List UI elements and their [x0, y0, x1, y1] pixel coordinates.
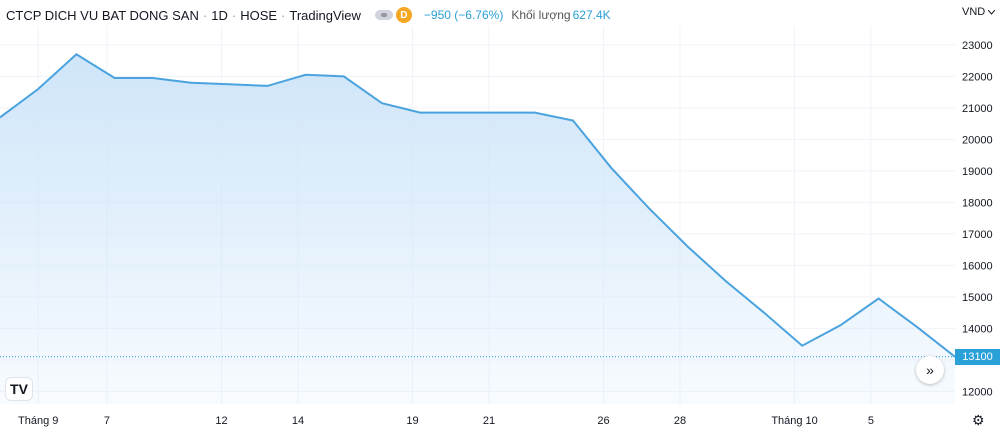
chart-header: CTCP DICH VU BAT DONG SAN · 1D · HOSE · …: [6, 7, 611, 23]
x-tick-label: 26: [597, 415, 609, 427]
y-tick-label: 14000: [962, 323, 993, 335]
gear-icon[interactable]: ⚙: [972, 412, 985, 428]
x-tick-label: 21: [483, 415, 495, 427]
x-tick-label: 28: [674, 415, 686, 427]
exchange: HOSE: [240, 7, 278, 23]
y-tick-label: 12000: [962, 386, 993, 398]
y-tick-label: 17000: [962, 229, 993, 241]
price-line: [0, 53, 956, 358]
y-tick-label: 16000: [962, 260, 993, 272]
goto-realtime-button[interactable]: »: [916, 356, 944, 384]
chevron-down-icon: [988, 9, 996, 15]
x-tick-label: 14: [292, 415, 304, 427]
y-tick-label: 21000: [962, 103, 993, 115]
interval[interactable]: 1D: [211, 7, 228, 23]
x-tick-label: Tháng 10: [771, 415, 817, 427]
price-change: −950 (−6.76%): [423, 8, 504, 22]
price-area-fill: [0, 54, 955, 405]
y-tick-label: 18000: [962, 197, 993, 209]
y-tick-label: 22000: [962, 71, 993, 83]
symbol-name[interactable]: CTCP DICH VU BAT DONG SAN: [6, 7, 199, 23]
y-tick-label: 20000: [962, 134, 993, 146]
x-tick-label: Tháng 9: [18, 415, 58, 427]
x-tick-label: 19: [406, 415, 418, 427]
y-tick-label: 15000: [962, 292, 993, 304]
source: TradingView: [289, 7, 361, 23]
volume-value: 627.4K: [572, 8, 611, 22]
tradingview-logo-icon[interactable]: TV: [6, 378, 32, 400]
last-price-label: 13100: [955, 348, 1000, 365]
visibility-toggle[interactable]: D: [374, 7, 412, 23]
eye-icon[interactable]: [374, 10, 393, 20]
currency-label: VND: [962, 6, 986, 18]
x-axis-ticks: Tháng 9 7 12 14 19 21 26 28 Tháng 10 5: [18, 415, 874, 427]
currency-selector[interactable]: VND: [962, 6, 996, 18]
volume-label: Khối lượng: [511, 8, 571, 22]
x-tick-label: 5: [868, 415, 874, 427]
x-tick-label: 7: [104, 415, 110, 427]
y-axis-ticks: 1200013000140001500016000170001800019000…: [962, 40, 993, 398]
d-badge: D: [395, 7, 412, 23]
x-tick-label: 12: [215, 415, 227, 427]
y-tick-label: 23000: [962, 40, 993, 52]
y-tick-label: 19000: [962, 166, 993, 178]
